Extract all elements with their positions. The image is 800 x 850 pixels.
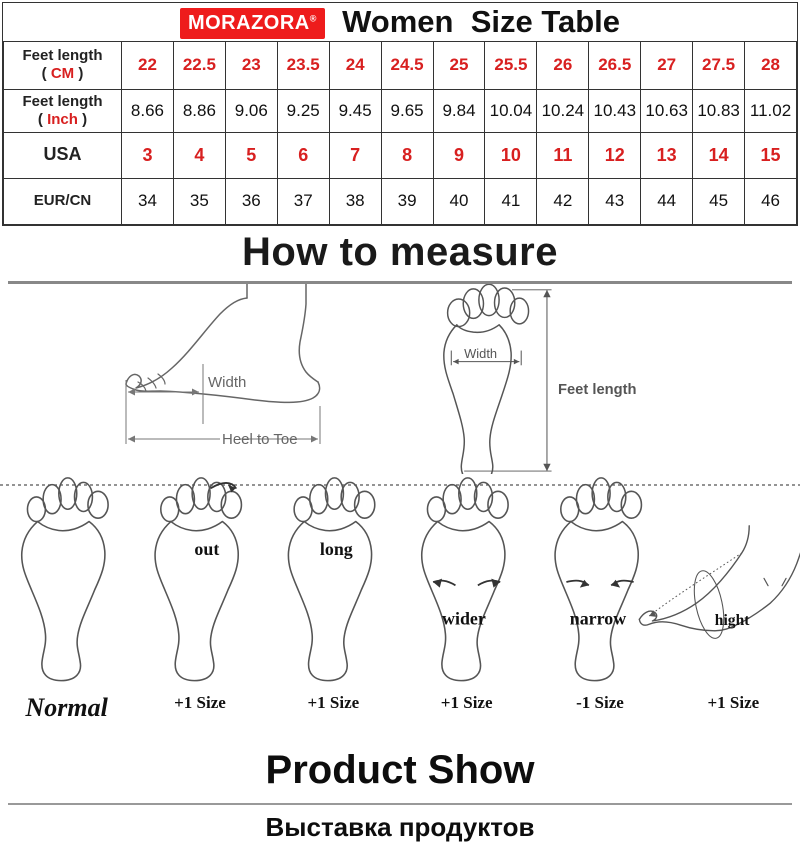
svg-text:narrow: narrow: [570, 609, 626, 629]
svg-text:out: out: [194, 539, 219, 559]
svg-text:Width: Width: [208, 374, 246, 391]
svg-text:Feet length: Feet length: [558, 382, 637, 398]
svg-text:Heel to Toe: Heel to Toe: [222, 431, 298, 448]
svg-text:Width: Width: [464, 346, 497, 361]
svg-text:hight: hight: [715, 612, 750, 629]
svg-text:wider: wider: [442, 609, 486, 629]
svg-text:long: long: [320, 539, 353, 559]
